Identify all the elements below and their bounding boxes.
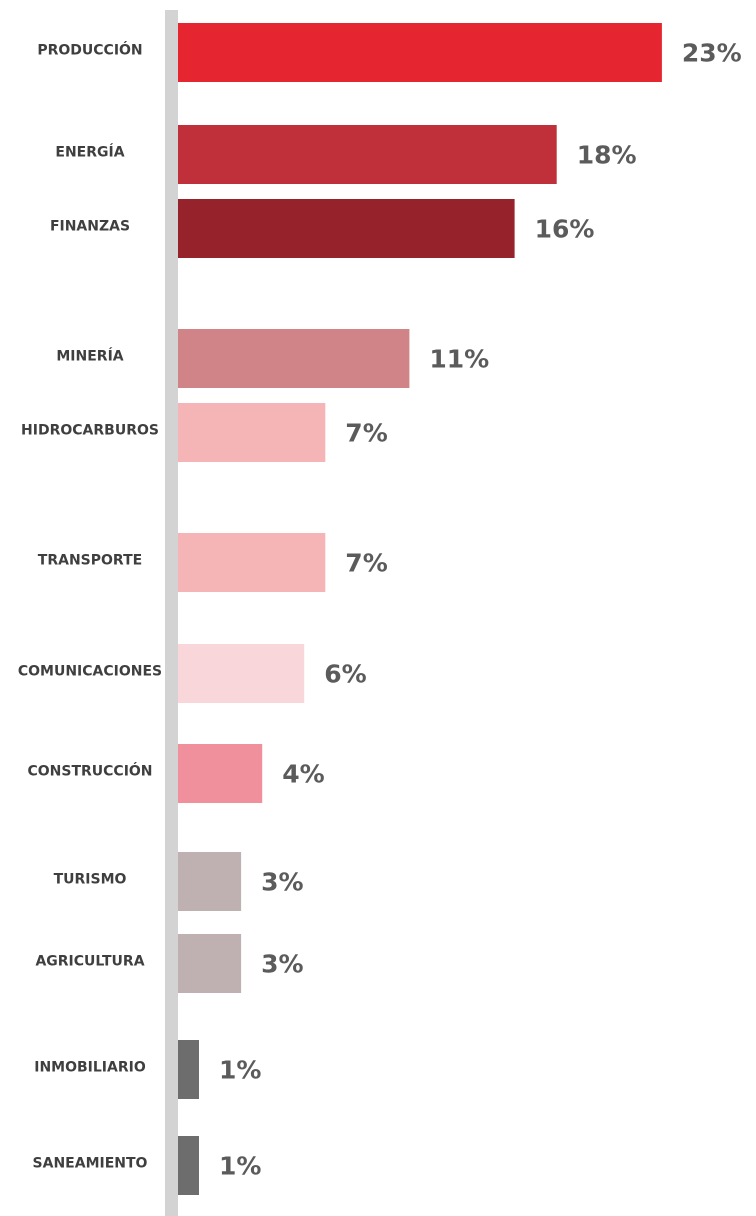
category-label-11: SANEAMIENTO bbox=[33, 1156, 148, 1172]
bar-0 bbox=[178, 23, 662, 82]
value-label-0: 23% bbox=[682, 39, 742, 68]
category-label-3: MINERÍA bbox=[56, 348, 123, 365]
value-label-10: 1% bbox=[219, 1056, 261, 1085]
category-label-4: HIDROCARBUROS bbox=[21, 423, 159, 439]
bar-4 bbox=[178, 403, 326, 462]
category-label-0: PRODUCCIÓN bbox=[37, 41, 142, 59]
value-label-3: 11% bbox=[429, 345, 489, 374]
bar-5 bbox=[178, 533, 326, 592]
value-label-8: 3% bbox=[261, 868, 303, 897]
bar-8 bbox=[178, 852, 242, 911]
value-label-9: 3% bbox=[261, 950, 303, 979]
bar-7 bbox=[178, 744, 263, 803]
bar-6 bbox=[178, 644, 305, 703]
category-label-1: ENERGÍA bbox=[55, 144, 124, 161]
value-label-2: 16% bbox=[535, 215, 595, 244]
y-axis-line bbox=[165, 10, 178, 1216]
bar-9 bbox=[178, 934, 242, 993]
value-label-6: 6% bbox=[324, 660, 366, 689]
bars-group bbox=[178, 23, 662, 1195]
value-label-5: 7% bbox=[345, 549, 387, 578]
category-label-2: FINANZAS bbox=[50, 219, 130, 235]
category-label-9: AGRICULTURA bbox=[35, 954, 144, 970]
value-labels-group: 23% 18% 16% 11% 7% 7% 6% 4% 3% 3% 1% 1% bbox=[219, 39, 742, 1181]
category-label-10: INMOBILIARIO bbox=[34, 1060, 146, 1076]
value-label-7: 4% bbox=[282, 760, 324, 789]
bar-1 bbox=[178, 125, 557, 184]
category-label-8: TURISMO bbox=[54, 872, 127, 888]
value-label-4: 7% bbox=[345, 419, 387, 448]
category-labels-group: PRODUCCIÓN ENERGÍA FINANZAS MINERÍA HIDROCAR… bbox=[18, 41, 162, 1172]
bar-10 bbox=[178, 1040, 199, 1099]
category-label-7: CONSTRUCCIÓN bbox=[27, 762, 152, 780]
category-label-6: COMUNICACIONES bbox=[18, 664, 162, 680]
value-label-1: 18% bbox=[577, 141, 637, 170]
category-label-5: TRANSPORTE bbox=[38, 553, 142, 569]
bar-11 bbox=[178, 1136, 199, 1195]
value-label-11: 1% bbox=[219, 1152, 261, 1181]
bar-3 bbox=[178, 329, 410, 388]
bar-2 bbox=[178, 199, 515, 258]
